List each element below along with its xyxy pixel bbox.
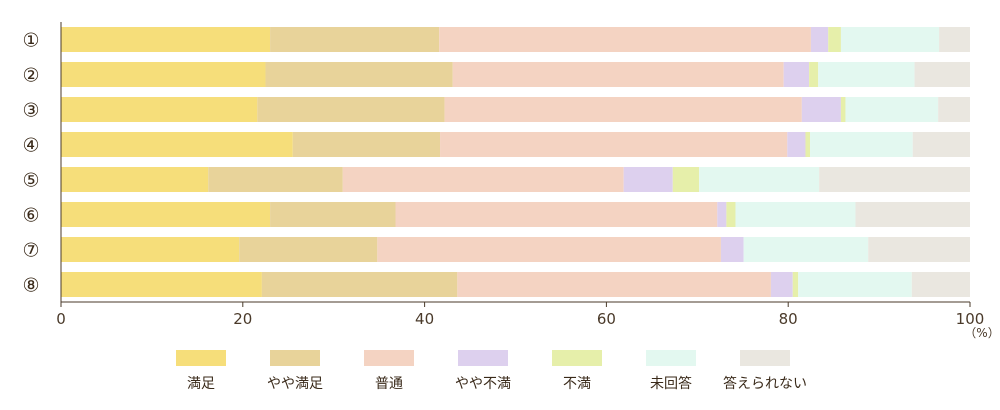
legend-swatch-6 bbox=[646, 350, 696, 366]
bar-segment-5-3 bbox=[342, 167, 624, 192]
category-label-4: ④ bbox=[22, 135, 39, 157]
bar-segment-7-2 bbox=[239, 237, 378, 262]
bar-segment-2-6 bbox=[818, 62, 915, 87]
x-tick-label-60: 60 bbox=[597, 310, 616, 328]
bar-segment-6-7 bbox=[855, 202, 970, 227]
bar-segment-4-1 bbox=[61, 132, 293, 157]
bar-segment-4-2 bbox=[292, 132, 441, 157]
bar-segment-8-6 bbox=[798, 272, 912, 297]
category-label-6: ⑥ bbox=[22, 205, 39, 227]
bar-segment-1-7 bbox=[939, 27, 970, 52]
bar-segment-1-1 bbox=[61, 27, 271, 52]
legend-swatch-5 bbox=[552, 350, 602, 366]
bar-segment-4-5 bbox=[805, 132, 811, 157]
bar-segment-6-2 bbox=[270, 202, 396, 227]
bar-segment-2-5 bbox=[809, 62, 819, 87]
bar-segment-3-5 bbox=[840, 97, 846, 122]
bar-segment-2-2 bbox=[265, 62, 453, 87]
x-tick-label-80: 80 bbox=[779, 310, 798, 328]
bar-segment-7-3 bbox=[377, 237, 721, 262]
bar-segment-4-6 bbox=[810, 132, 913, 157]
bar-segment-2-7 bbox=[914, 62, 970, 87]
bar-segment-3-3 bbox=[444, 97, 802, 122]
bar-segment-6-4 bbox=[717, 202, 727, 227]
bar-segment-4-3 bbox=[440, 132, 788, 157]
bar-segment-2-1 bbox=[61, 62, 266, 87]
bar-segment-8-2 bbox=[261, 272, 458, 297]
bar-segment-5-4 bbox=[623, 167, 673, 192]
legend-swatch-3 bbox=[364, 350, 414, 366]
legend-label-4: やや不満 bbox=[455, 376, 511, 392]
legend-label-1: 満足 bbox=[187, 376, 215, 392]
bar-segment-2-3 bbox=[452, 62, 784, 87]
x-tick-label-40: 40 bbox=[415, 310, 434, 328]
legend-swatch-4 bbox=[458, 350, 508, 366]
category-label-8: ⑧ bbox=[22, 275, 39, 297]
x-tick-label-20: 20 bbox=[233, 310, 252, 328]
category-labels-group: ① ② ③ ④ ⑤ ⑥ ⑦ ⑧ bbox=[22, 30, 39, 297]
bar-segment-5-6 bbox=[699, 167, 820, 192]
bar-segment-6-6 bbox=[735, 202, 856, 227]
bar-segment-6-3 bbox=[395, 202, 718, 227]
bar-segment-6-1 bbox=[61, 202, 271, 227]
bar-segment-3-6 bbox=[845, 97, 939, 122]
bar-segment-8-3 bbox=[457, 272, 771, 297]
bar-segment-2-4 bbox=[783, 62, 810, 87]
bar-segment-5-5 bbox=[672, 167, 700, 192]
legend-label-6: 未回答 bbox=[650, 375, 692, 392]
bar-segment-4-4 bbox=[787, 132, 806, 157]
category-label-5: ⑤ bbox=[22, 170, 39, 192]
legend-label-5: 不満 bbox=[563, 376, 591, 392]
legend-swatch-7 bbox=[740, 350, 790, 366]
legend-label-7: 答えられない bbox=[723, 375, 807, 392]
bar-segment-3-2 bbox=[257, 97, 445, 122]
bar-segment-1-4 bbox=[810, 27, 829, 52]
x-tick-label-0: 0 bbox=[56, 310, 66, 328]
unit-label: （%） bbox=[964, 326, 999, 340]
bar-segment-7-7 bbox=[868, 237, 970, 262]
legend-label-2: やや満足 bbox=[267, 376, 323, 392]
bar-segment-7-4 bbox=[720, 237, 744, 262]
x-tick-label-100: 100 bbox=[956, 310, 985, 328]
bar-segment-3-1 bbox=[61, 97, 258, 122]
bar-segment-3-4 bbox=[801, 97, 841, 122]
legend-swatch-1 bbox=[176, 350, 226, 366]
legend-label-3: 普通 bbox=[375, 376, 403, 392]
bar-segment-3-7 bbox=[938, 97, 970, 122]
category-label-3: ③ bbox=[22, 100, 39, 122]
bars-group bbox=[61, 27, 970, 297]
bar-segment-1-2 bbox=[270, 27, 440, 52]
bar-segment-1-3 bbox=[439, 27, 811, 52]
bar-segment-8-5 bbox=[792, 272, 799, 297]
bar-segment-8-1 bbox=[61, 272, 262, 297]
bar-segment-6-5 bbox=[726, 202, 736, 227]
bar-segment-5-2 bbox=[208, 167, 343, 192]
bar-segment-7-6 bbox=[743, 237, 869, 262]
category-label-2: ② bbox=[22, 65, 39, 87]
x-ticks-group: 0 20 40 60 80 100 bbox=[56, 302, 984, 328]
bar-segment-5-7 bbox=[819, 167, 970, 192]
legend: 満足 やや満足 普通 やや不満 不満 未回答 答えられない bbox=[176, 350, 807, 392]
bar-segment-1-6 bbox=[840, 27, 940, 52]
bar-segment-8-4 bbox=[770, 272, 793, 297]
bar-segment-7-1 bbox=[61, 237, 240, 262]
bar-segment-8-7 bbox=[911, 272, 970, 297]
category-label-7: ⑦ bbox=[22, 240, 39, 262]
bar-segment-5-1 bbox=[61, 167, 209, 192]
legend-swatch-2 bbox=[270, 350, 320, 366]
bar-segment-1-5 bbox=[828, 27, 841, 52]
bar-segment-4-7 bbox=[912, 132, 970, 157]
category-label-1: ① bbox=[22, 30, 39, 52]
